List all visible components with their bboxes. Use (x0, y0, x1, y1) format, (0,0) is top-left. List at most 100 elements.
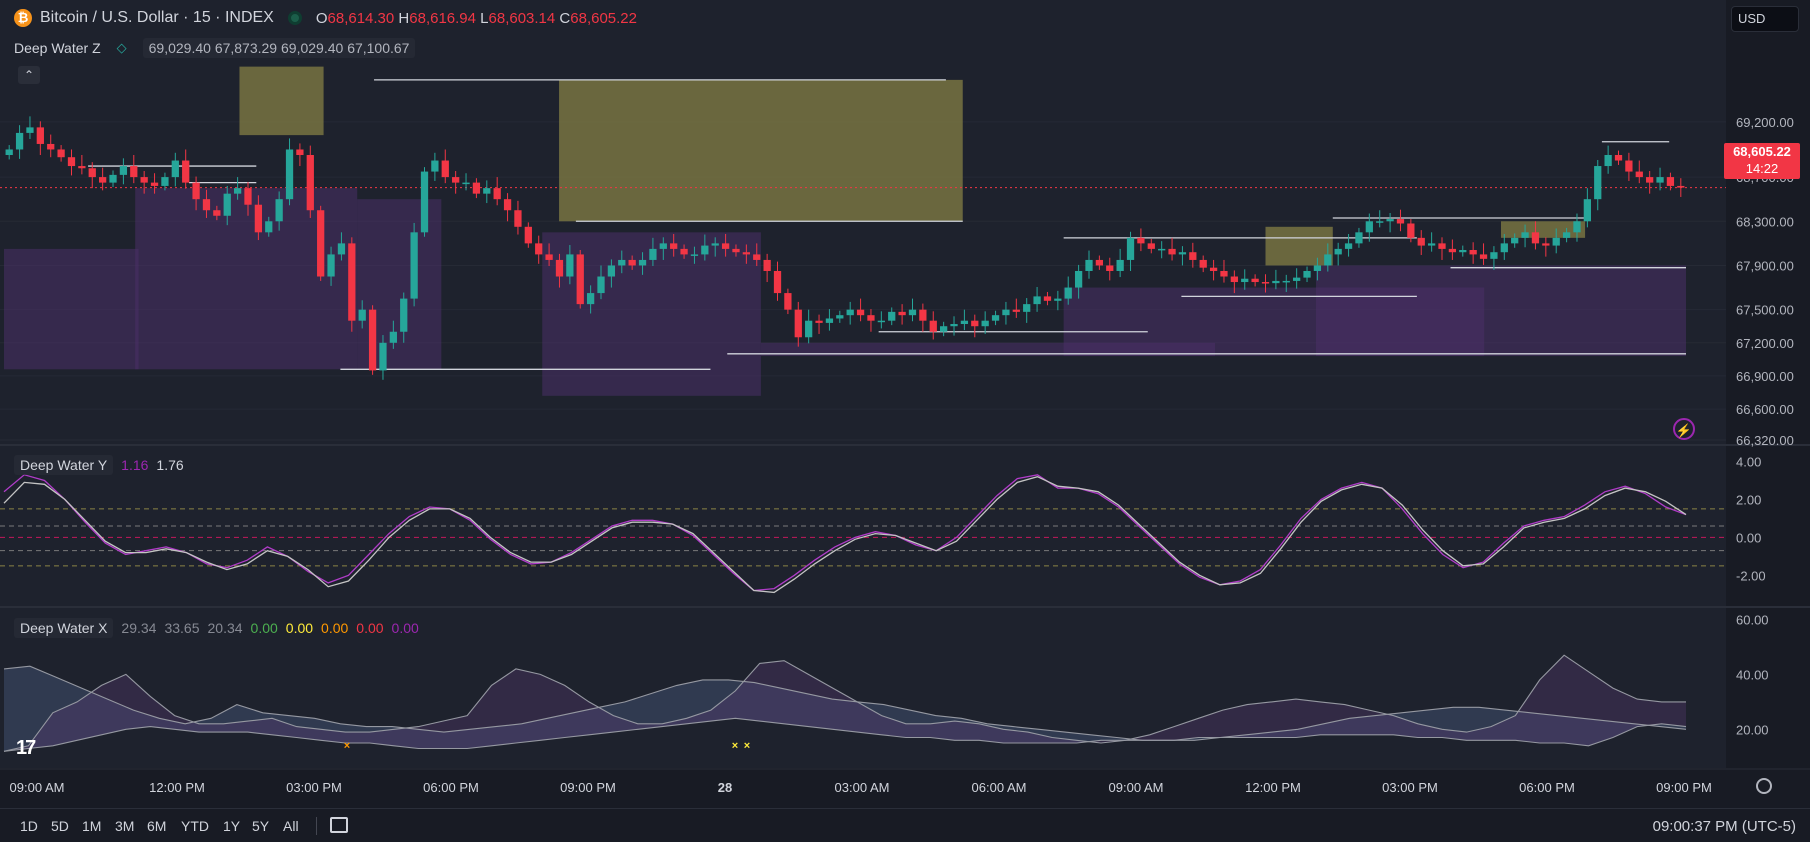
candle-body (1448, 248, 1457, 253)
divider (316, 817, 317, 835)
range-1y-button[interactable]: 1Y (223, 818, 241, 834)
indicator-z-name: Deep Water Z (14, 40, 101, 56)
candle-body (1417, 237, 1425, 246)
candle-body (1365, 221, 1373, 233)
candle-body (1531, 232, 1540, 244)
candle-body (524, 226, 532, 244)
trend-fill-area (4, 655, 1686, 752)
candle-body (1241, 278, 1249, 283)
candle-body (213, 210, 221, 216)
y-tick-label: 0.00 (1736, 530, 1761, 545)
candle-body (1386, 219, 1394, 222)
adx-series-line (3, 717, 1687, 752)
supply-zone (239, 66, 324, 136)
candle-body (1666, 177, 1675, 186)
range-5y-button[interactable]: 5Y (252, 818, 270, 834)
range-1m-button[interactable]: 1M (82, 818, 102, 834)
osc-series-line (3, 476, 1687, 594)
demand-zone (4, 248, 139, 370)
candle-body (711, 243, 719, 246)
price-tick-label: 67,200.00 (1736, 336, 1794, 351)
range-all-button[interactable]: All (283, 818, 299, 834)
candle-body (265, 221, 273, 233)
candle-body (1064, 287, 1072, 299)
signal-marker: × (732, 740, 738, 752)
lightning-icon[interactable]: ⚡ (1673, 418, 1695, 440)
calendar-icon[interactable] (330, 817, 348, 833)
ohlc-values: O68,614.30 H68,616.94 L68,603.14 C68,605… (315, 9, 637, 27)
clock[interactable]: 09:00:37 PM (UTC-5) (1652, 818, 1796, 835)
candle-body (150, 182, 159, 186)
time-tick-label: 12:00 PM (1245, 780, 1301, 795)
collapse-legend-button[interactable]: ⌃ (18, 66, 40, 84)
range-6m-button[interactable]: 6M (147, 818, 167, 834)
range-ytd-button[interactable]: YTD (181, 818, 209, 834)
y-pane-bg (0, 446, 1726, 606)
indicator-z-legend[interactable]: Deep Water Z ◇ 69,029.40 67,873.29 69,02… (14, 38, 416, 58)
candle-body (1583, 199, 1591, 222)
bitcoin-icon: ₿ (14, 9, 32, 27)
candle-body (78, 166, 86, 169)
candle-body (1656, 177, 1664, 183)
demand-zone (1315, 265, 1686, 357)
range-1d-button[interactable]: 1D (20, 818, 38, 834)
range-3m-button[interactable]: 3M (115, 818, 135, 834)
candle-body (67, 157, 76, 167)
candle-body (1511, 237, 1519, 244)
candle-body (171, 160, 179, 178)
candle-body (742, 252, 750, 255)
open-value: 68,614.30 (327, 9, 395, 27)
y-tick-label: -2.00 (1736, 568, 1766, 583)
candle-body (960, 320, 969, 325)
time-tick-label: 03:00 AM (835, 780, 890, 795)
candle-body (1355, 232, 1363, 244)
candle-body (1324, 254, 1332, 266)
candle-body (358, 309, 366, 321)
candle-body (1199, 259, 1207, 268)
candle-body (223, 193, 231, 216)
price-tick-label: 67,900.00 (1736, 258, 1794, 273)
candle-body (119, 166, 128, 175)
candle-body (566, 254, 574, 277)
candle-body (109, 174, 117, 183)
candle-body (1178, 252, 1187, 255)
candle-body (1594, 166, 1602, 200)
candle-body (1625, 160, 1633, 172)
indicator-x-legend[interactable]: Deep Water X 29.34 33.65 20.34 0.00 0.00… (14, 618, 419, 638)
chart-canvas[interactable]: ××× 69,200.0068,700.0068,300.0067,900.00… (0, 0, 1810, 808)
price-tick-label: 68,300.00 (1736, 214, 1794, 229)
candle-body (1116, 259, 1124, 271)
price-tick-label: 66,600.00 (1736, 402, 1794, 417)
adx-series-line (3, 654, 1686, 752)
candle-body (1137, 237, 1145, 244)
candle-body (1095, 259, 1104, 266)
candle-body (410, 232, 418, 299)
indicator-z-values: 69,029.40 67,873.29 69,029.40 67,100.67 (142, 38, 416, 58)
candle-body (856, 309, 865, 316)
candle-body (908, 309, 917, 316)
candle-body (161, 177, 169, 186)
candle-body (1282, 280, 1290, 283)
candle-body (1012, 309, 1020, 312)
candle-body (597, 276, 605, 294)
candle-body (680, 248, 688, 255)
tradingview-logo[interactable]: 17 (16, 737, 36, 759)
last-price-value: 68,605.22 (1733, 144, 1791, 159)
candle-body (659, 243, 667, 249)
supply-zone (1265, 226, 1333, 266)
adx-series-line (3, 665, 1687, 741)
candle-body (233, 188, 242, 194)
indicator-y-legend[interactable]: Deep Water Y 1.16 1.76 (14, 455, 184, 475)
price-axis-bg (1726, 0, 1810, 770)
price-tick-label: 67,500.00 (1736, 303, 1794, 318)
candle-body (1646, 177, 1654, 183)
candle-body (306, 155, 314, 211)
candle-body (784, 293, 792, 310)
time-axis-settings-icon[interactable] (1756, 778, 1772, 794)
candle-body (15, 132, 24, 150)
range-5d-button[interactable]: 5D (51, 818, 69, 834)
candle-body (1677, 185, 1685, 188)
candle-body (773, 270, 782, 294)
candle-body (1261, 282, 1270, 284)
currency-selector[interactable]: USD (1731, 6, 1799, 32)
